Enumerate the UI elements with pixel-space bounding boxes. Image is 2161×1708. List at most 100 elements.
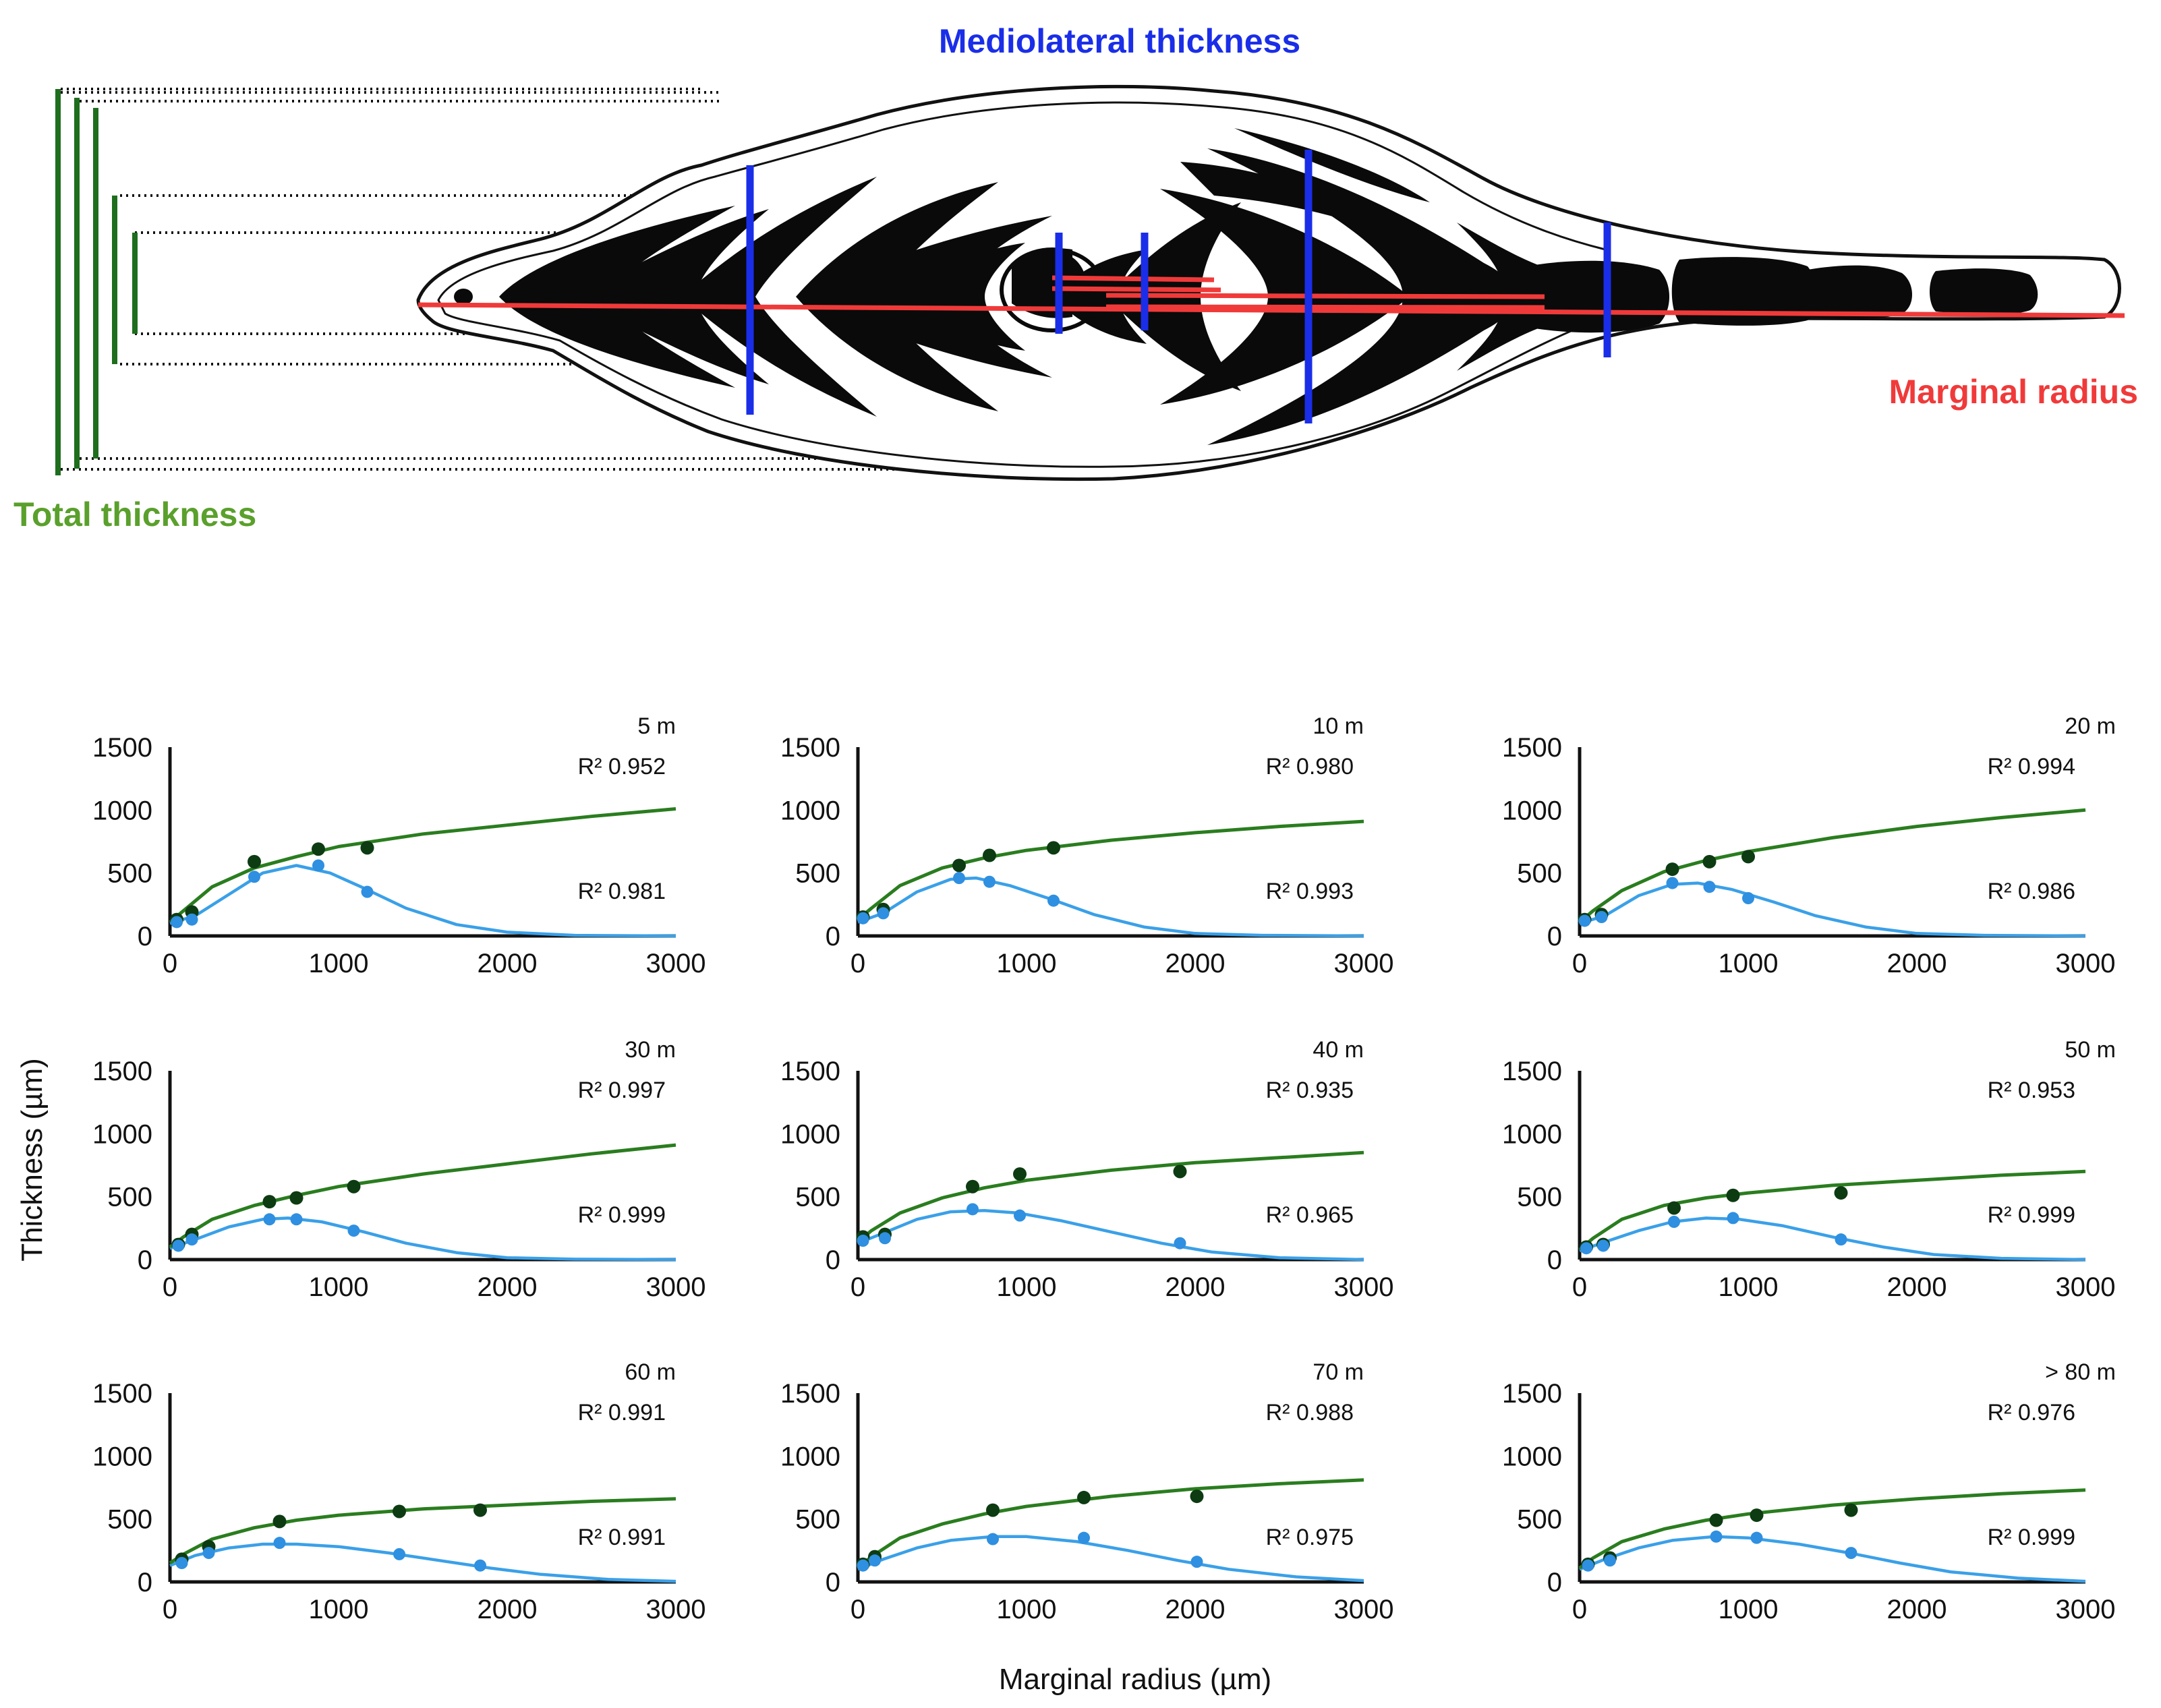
x-tick-label: 1000: [1719, 1272, 1779, 1302]
y-tick-label: 1500: [780, 1379, 840, 1409]
mediolateral-thickness-point: [857, 1559, 869, 1572]
mediolateral-fit-line: [169, 1216, 676, 1262]
y-tick-label: 1000: [1502, 796, 1562, 825]
mediolateral-thickness-point: [1703, 881, 1716, 893]
total-thickness-point: [1709, 1513, 1723, 1527]
x-tick-label: 0: [163, 949, 177, 978]
y-tick-label: 1500: [1502, 1379, 1562, 1409]
total-thickness-point: [1173, 1165, 1187, 1179]
y-tick-label: 500: [795, 859, 840, 889]
mediolateral-thickness-point: [857, 912, 869, 924]
panel-title: 60 m: [625, 1359, 676, 1385]
panel-title: 40 m: [1313, 1037, 1364, 1063]
mediolateral-fit-line: [1579, 1535, 2086, 1583]
total-thickness-point: [473, 1503, 487, 1517]
y-tick-label: 500: [795, 1183, 840, 1212]
y-tick-label: 0: [826, 922, 840, 951]
label-total-thickness: Total thickness: [13, 496, 256, 533]
r2-total-label: R² 0.976: [1988, 1400, 2075, 1425]
x-tick-label: 2000: [1887, 1272, 1947, 1302]
x-tick-label: 2000: [1887, 1595, 1947, 1624]
chart-panel: 0 500 1000 1500 0 1000 2000 3000 5 m R² 0.952 R² 0…: [92, 713, 705, 978]
mediolateral-thickness-point: [1190, 1556, 1203, 1568]
x-tick-label: 3000: [1334, 949, 1394, 978]
total-thickness-point: [347, 1179, 361, 1194]
otolith-diagram: Mediolateral thickness Marginal radius T…: [13, 22, 2138, 533]
mediolateral-thickness-point: [248, 871, 260, 883]
total-thickness-point: [966, 1179, 979, 1194]
mediolateral-thickness-point: [347, 1225, 360, 1237]
x-tick-label: 0: [1572, 1595, 1587, 1624]
chart-panel: 0 500 1000 1500 0 1000 2000 3000 70 m R² 0.988 R² …: [780, 1359, 1393, 1624]
r2-mediolateral-label: R² 0.999: [1988, 1525, 2075, 1550]
mediolateral-thickness-point: [1047, 894, 1060, 907]
y-tick-label: 0: [826, 1245, 840, 1275]
total-thickness-point: [262, 1195, 277, 1209]
mediolateral-thickness-point: [1710, 1530, 1723, 1543]
x-tick-label: 2000: [478, 1595, 538, 1624]
y-tick-label: 1500: [92, 1379, 152, 1409]
y-tick-label: 500: [107, 1183, 152, 1212]
x-tick-label: 3000: [1334, 1272, 1394, 1302]
panel-title: 20 m: [2065, 713, 2116, 739]
mediolateral-thickness-point: [987, 1533, 999, 1545]
total-thickness-point: [1190, 1490, 1204, 1504]
r2-mediolateral-label: R² 0.975: [1266, 1525, 1354, 1550]
mediolateral-thickness-point: [1580, 1242, 1592, 1255]
x-tick-label: 1000: [309, 1595, 369, 1624]
mediolateral-thickness-point: [290, 1213, 303, 1226]
chart-panel: 0 500 1000 1500 0 1000 2000 3000 40 m R² 0.935 R² …: [780, 1037, 1393, 1302]
total-thickness-point: [272, 1514, 287, 1529]
r2-mediolateral-label: R² 0.993: [1266, 879, 1354, 904]
y-tick-label: 0: [138, 922, 152, 951]
otolith-inner-outline: [437, 101, 1607, 468]
total-thickness-point: [248, 854, 261, 868]
y-tick-label: 1500: [780, 1057, 840, 1086]
y-tick-label: 1000: [1502, 1119, 1562, 1149]
x-axis-title: Marginal radius (µm): [999, 1663, 1271, 1696]
mediolateral-thickness-point: [1835, 1233, 1847, 1246]
total-fit-line: [1578, 1488, 2086, 1570]
mediolateral-thickness-point: [1578, 914, 1591, 927]
y-tick-label: 0: [826, 1568, 840, 1597]
mediolateral-fit-line: [857, 1535, 1364, 1583]
chart-panel: 0 500 1000 1500 0 1000 2000 3000 50 m R² 0.953 R² …: [1502, 1037, 2116, 1302]
mediolateral-thickness-point: [1668, 1216, 1680, 1228]
x-tick-label: 3000: [646, 1595, 706, 1624]
y-tick-label: 500: [1517, 1183, 1562, 1212]
mediolateral-thickness-point: [869, 1554, 881, 1567]
x-tick-label: 0: [163, 1272, 177, 1302]
x-tick-label: 3000: [2056, 949, 2116, 978]
r2-total-label: R² 0.953: [1988, 1078, 2075, 1103]
total-thickness-point: [1834, 1186, 1848, 1200]
mediolateral-thickness-point: [953, 872, 965, 885]
x-tick-label: 3000: [646, 1272, 706, 1302]
x-tick-label: 0: [163, 1595, 177, 1624]
mediolateral-thickness-point: [857, 1235, 869, 1247]
total-thickness-point: [983, 848, 996, 862]
mediolateral-thickness-point: [312, 859, 324, 872]
r2-mediolateral-label: R² 0.965: [1266, 1202, 1354, 1228]
y-tick-label: 500: [1517, 1505, 1562, 1535]
total-thickness-point: [289, 1191, 304, 1205]
x-tick-label: 2000: [1165, 949, 1226, 978]
thickness-charts: 0 500 1000 1500 0 1000 2000 3000 5 m R² 0.952 R² 0…: [92, 713, 2116, 1624]
total-thickness-point: [1844, 1503, 1858, 1517]
mediolateral-thickness-point: [185, 1233, 198, 1246]
panel-title: 10 m: [1313, 713, 1364, 739]
mediolateral-thickness-point: [1597, 1239, 1609, 1252]
total-thickness-point: [360, 841, 374, 855]
x-tick-label: 2000: [1165, 1595, 1226, 1624]
y-tick-label: 1500: [1502, 1057, 1562, 1086]
y-tick-label: 1000: [92, 1442, 152, 1471]
mediolateral-fit-line: [1579, 1216, 2086, 1262]
label-mediolateral-thickness: Mediolateral thickness: [939, 22, 1300, 60]
r2-mediolateral-label: R² 0.999: [1988, 1202, 2075, 1228]
total-fit-line: [857, 1478, 1364, 1570]
x-tick-label: 2000: [1887, 949, 1947, 978]
mediolateral-thickness-point: [1750, 1531, 1763, 1544]
mediolateral-thickness-point: [1604, 1554, 1616, 1567]
mediolateral-thickness-point: [393, 1548, 405, 1560]
y-tick-label: 0: [1547, 1245, 1562, 1275]
